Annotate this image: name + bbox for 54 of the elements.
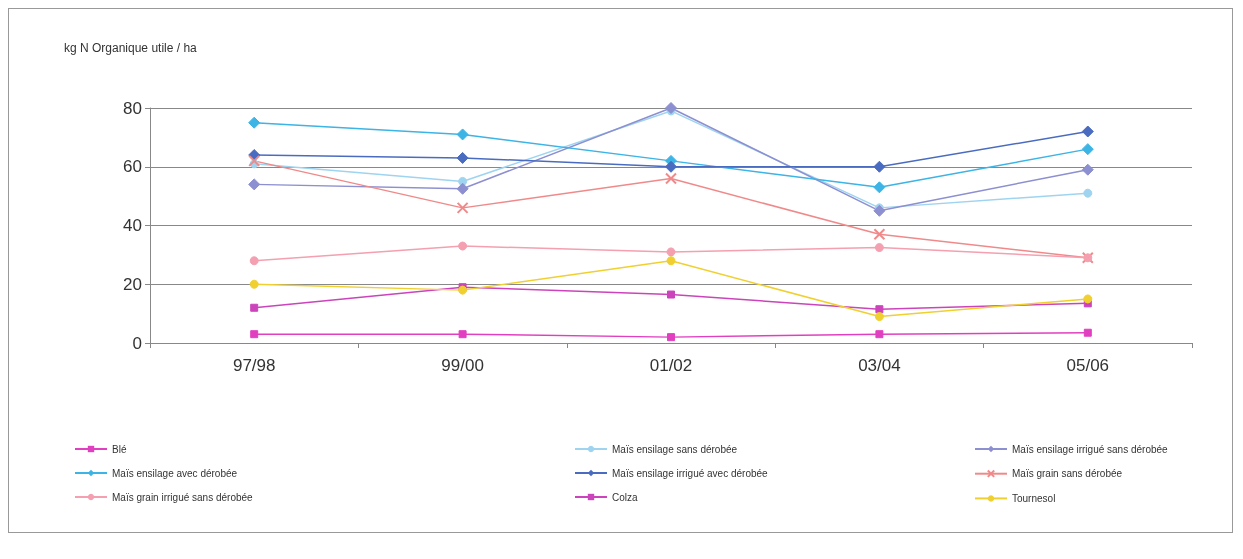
point bbox=[665, 172, 677, 185]
legend-label: Maïs ensilage sans dérobée bbox=[612, 443, 738, 455]
y-tick-label: 80 bbox=[123, 98, 142, 118]
legend-label: Maïs grain sans dérobée bbox=[1012, 468, 1123, 480]
point bbox=[873, 160, 886, 173]
y-tick-label: 20 bbox=[123, 274, 142, 294]
x-tick-label: 97/98 bbox=[232, 356, 276, 375]
point bbox=[249, 256, 259, 266]
point bbox=[1083, 294, 1093, 304]
point bbox=[666, 256, 676, 266]
x-tick-label: 99/00 bbox=[441, 356, 484, 375]
point bbox=[1081, 125, 1094, 138]
y-tick-label: 0 bbox=[132, 333, 142, 353]
point bbox=[667, 333, 675, 342]
point bbox=[667, 290, 675, 299]
point bbox=[248, 178, 261, 191]
point bbox=[458, 241, 468, 251]
point bbox=[250, 303, 259, 312]
point bbox=[456, 151, 469, 164]
point bbox=[873, 204, 886, 217]
point bbox=[873, 181, 886, 194]
point bbox=[666, 247, 676, 257]
x-tick-label: 01/02 bbox=[649, 356, 693, 375]
legend-label: Maïs ensilage avec dérobée bbox=[112, 467, 238, 479]
y-tick-label: 60 bbox=[123, 157, 142, 177]
x-tick-label: 05/06 bbox=[1066, 356, 1110, 375]
x-tick-label: 03/04 bbox=[858, 356, 901, 375]
legend-label: Tournesol bbox=[1012, 492, 1056, 504]
point bbox=[456, 128, 469, 141]
point bbox=[874, 243, 884, 253]
point bbox=[250, 330, 259, 339]
point bbox=[456, 182, 469, 195]
legend-label: Maïs grain irrigué sans dérobée bbox=[112, 491, 254, 503]
point bbox=[874, 312, 884, 322]
legend-label: Maïs ensilage irrigué sans dérobée bbox=[1012, 443, 1169, 455]
point bbox=[1081, 163, 1094, 176]
point bbox=[1083, 188, 1093, 198]
point bbox=[875, 305, 884, 314]
point bbox=[456, 201, 469, 214]
y-tick-label: 40 bbox=[123, 216, 142, 235]
point bbox=[248, 116, 261, 129]
y-axis-title: kg N Organique utile / ha bbox=[64, 41, 198, 55]
point bbox=[1081, 143, 1094, 156]
point bbox=[873, 228, 886, 241]
legend-label: Colza bbox=[612, 491, 638, 503]
point bbox=[665, 102, 677, 114]
legend-label: Maïs ensilage irrigué avec dérobée bbox=[612, 467, 769, 479]
point bbox=[665, 160, 677, 173]
point bbox=[458, 330, 467, 339]
point bbox=[1083, 328, 1092, 337]
legend-label: Blé bbox=[112, 443, 127, 455]
point bbox=[875, 330, 884, 339]
point bbox=[249, 279, 259, 289]
point bbox=[248, 154, 261, 167]
